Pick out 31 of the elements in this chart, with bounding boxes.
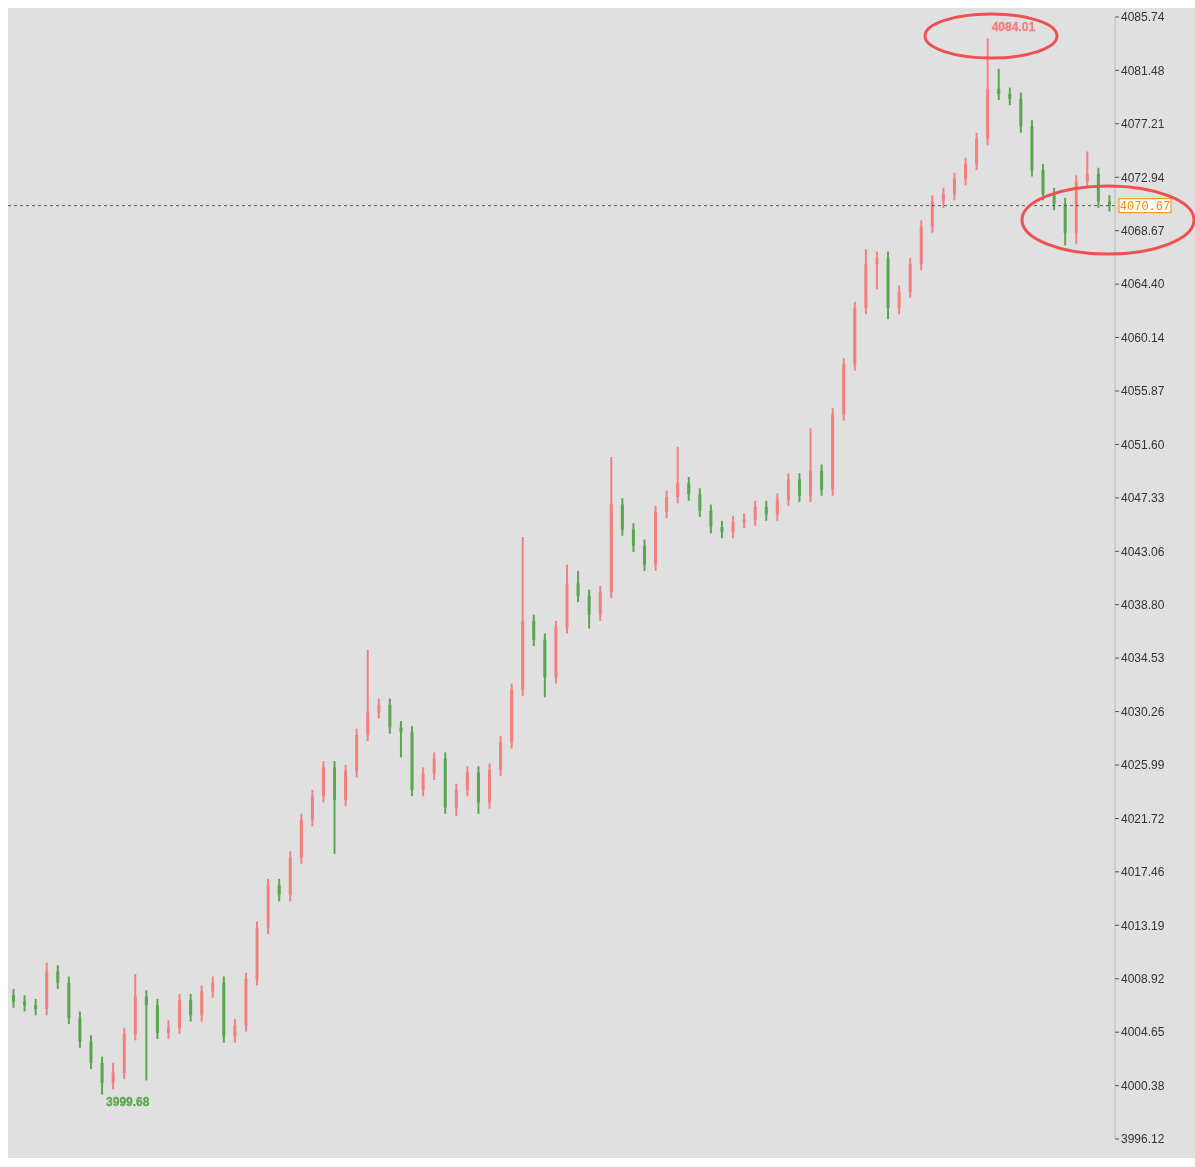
y-tick-label: 4068.67 bbox=[1121, 223, 1165, 238]
y-tick-label: 4000.38 bbox=[1121, 1078, 1165, 1093]
y-tick-label: 4051.60 bbox=[1121, 437, 1165, 452]
y-tick-label: 4017.46 bbox=[1121, 865, 1165, 880]
y-tick-label: 4064.40 bbox=[1121, 277, 1165, 292]
y-tick-label: 4038.80 bbox=[1121, 597, 1165, 612]
candlestick bbox=[144, 990, 148, 1081]
candlestick bbox=[488, 763, 492, 809]
y-tick-label: 4013.19 bbox=[1121, 918, 1165, 933]
y-tick-label: 4030.26 bbox=[1121, 704, 1165, 719]
y-tick-label: 4008.92 bbox=[1121, 972, 1165, 987]
y-tick-label: 4085.74 bbox=[1121, 10, 1165, 25]
y-tick-label: 4021.72 bbox=[1121, 811, 1165, 826]
annotation: 4084.01 bbox=[991, 19, 1036, 34]
candlestick bbox=[964, 157, 968, 186]
y-tick-label: 4047.33 bbox=[1121, 491, 1165, 506]
y-tick-label: 3996.12 bbox=[1121, 1132, 1165, 1147]
ref-line-label: 4070.67 bbox=[1119, 199, 1171, 214]
y-tick-label: 4081.48 bbox=[1121, 63, 1165, 78]
y-tick-label: 4043.06 bbox=[1121, 544, 1165, 559]
y-tick-label: 4077.21 bbox=[1121, 117, 1165, 132]
candlestick bbox=[642, 539, 646, 571]
annotation: 3999.68 bbox=[106, 1095, 150, 1110]
y-tick-label: 4072.94 bbox=[1121, 170, 1165, 185]
y-tick-label: 4060.14 bbox=[1121, 330, 1165, 345]
candlestick bbox=[166, 1020, 170, 1040]
y-tick-label: 4034.53 bbox=[1121, 651, 1165, 666]
y-tick-label: 4055.87 bbox=[1121, 384, 1165, 399]
y-tick-label: 4004.65 bbox=[1121, 1025, 1165, 1040]
candlestick bbox=[12, 989, 15, 1008]
y-tick-label: 4025.99 bbox=[1121, 758, 1165, 773]
